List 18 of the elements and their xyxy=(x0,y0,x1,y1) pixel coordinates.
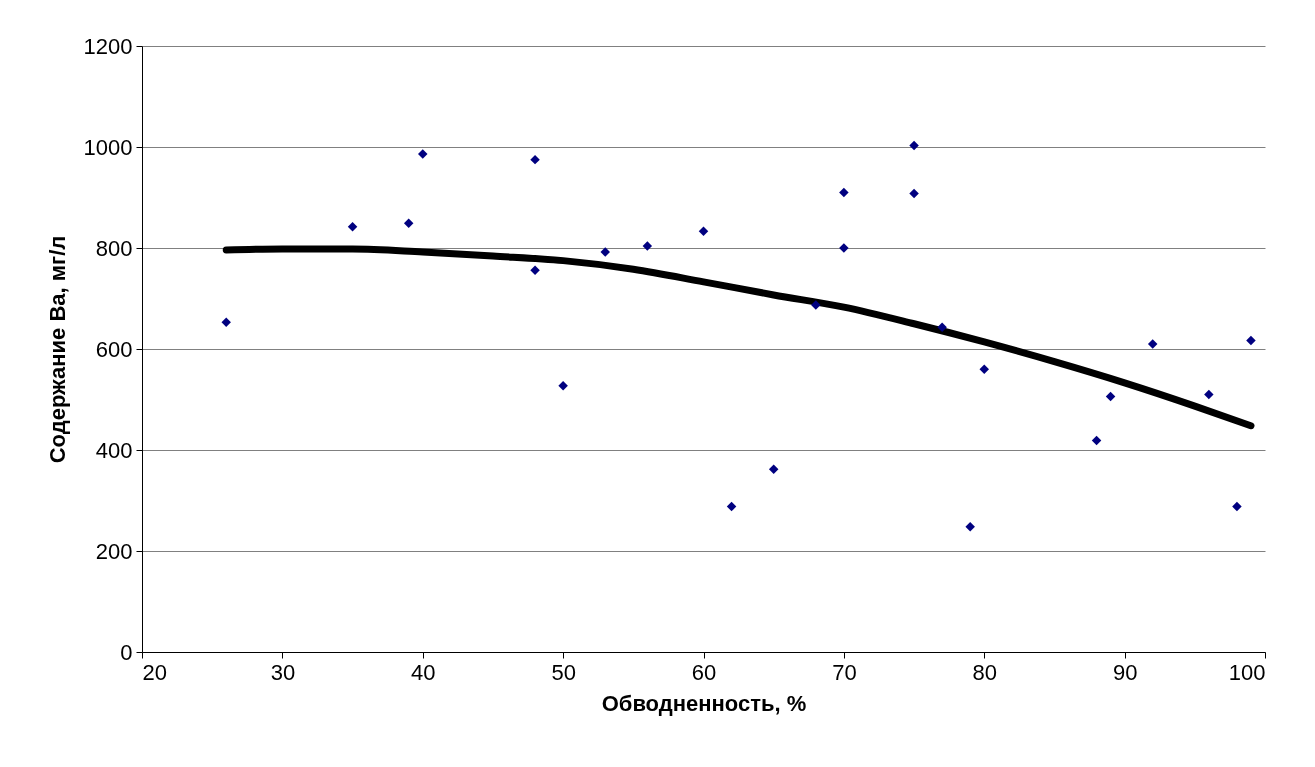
y-tick-label: 800 xyxy=(95,235,133,261)
x-axis-title: Обводненность, % xyxy=(601,690,807,716)
x-tick-label: 30 xyxy=(270,659,296,685)
x-tick-label: 60 xyxy=(691,659,717,685)
x-tick-label: 20 xyxy=(142,659,167,685)
y-axis-title: Содержание Ba, мг/л xyxy=(44,235,70,464)
y-tick-label: 1000 xyxy=(83,134,133,160)
y-tick-label: 600 xyxy=(95,336,133,362)
x-tick-label: 90 xyxy=(1112,659,1138,685)
x-tick-label: 80 xyxy=(972,659,997,685)
x-tick-label: 40 xyxy=(411,659,436,685)
x-tick-label: 50 xyxy=(551,659,576,685)
y-tick-label: 1200 xyxy=(83,33,133,59)
x-tick-label: 100 xyxy=(1228,659,1266,685)
y-tick-label: 0 xyxy=(120,639,133,665)
y-tick-label: 400 xyxy=(95,437,133,463)
y-tick-label: 200 xyxy=(95,538,133,564)
x-tick-label: 70 xyxy=(832,659,857,685)
